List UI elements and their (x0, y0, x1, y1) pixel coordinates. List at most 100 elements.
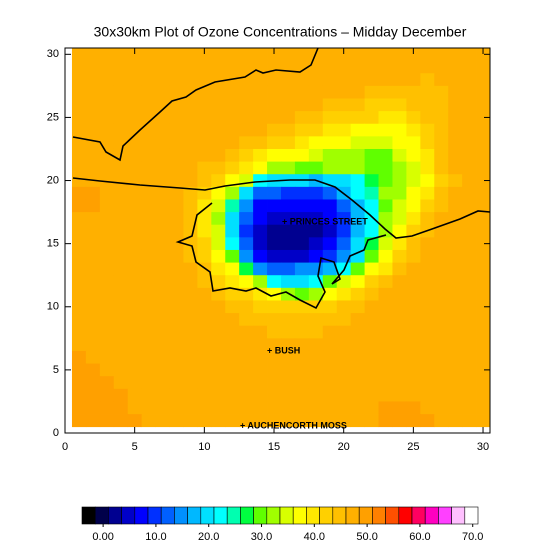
heat-cell (211, 136, 226, 150)
heat-cell (462, 237, 477, 251)
heat-cell (239, 123, 254, 137)
heat-cell (336, 123, 352, 137)
heat-cell (434, 111, 449, 125)
heat-cell (280, 237, 296, 251)
heat-cell (476, 161, 491, 175)
heat-cell (99, 237, 115, 251)
heat-cell (155, 376, 170, 390)
heat-cell (420, 111, 435, 125)
heat-cell (183, 325, 198, 339)
heat-cell (99, 161, 115, 175)
heat-cell (99, 350, 115, 364)
heat-cell (392, 262, 407, 276)
colorbar-tick-label: 60.0 (409, 531, 430, 543)
colorbar-swatch (398, 506, 413, 525)
heat-cell (99, 186, 115, 200)
heat-cell (71, 388, 87, 402)
heat-cell (113, 287, 129, 301)
heat-cell (448, 48, 463, 62)
heat-cell (364, 325, 379, 339)
y-tick-label: 20 (47, 174, 59, 186)
heat-cell (392, 287, 407, 301)
heat-cell (71, 148, 87, 163)
heat-cell (350, 60, 365, 74)
heat-cell (183, 174, 198, 188)
heat-cell (253, 199, 268, 213)
heat-cell (322, 350, 338, 364)
heat-cell (322, 262, 338, 276)
heat-cell (211, 376, 226, 390)
heat-cell (392, 325, 407, 339)
heat-cell (308, 85, 324, 99)
heat-cell (225, 148, 240, 163)
heat-cell (448, 237, 463, 251)
heat-cell (294, 287, 310, 301)
heat-cell (406, 161, 421, 175)
heat-cell (169, 161, 184, 175)
heat-cell (322, 275, 338, 289)
heat-cell (267, 111, 282, 125)
heat-cell (392, 376, 407, 390)
heat-cell (85, 363, 101, 377)
heat-cell (406, 174, 421, 188)
heat-cell (350, 85, 365, 99)
heat-cell (197, 148, 212, 163)
heat-cell (225, 287, 240, 301)
heat-cell (308, 123, 324, 137)
heat-cell (99, 275, 115, 289)
heat-cell (336, 338, 352, 352)
heat-cell (462, 161, 477, 175)
heat-cell (141, 161, 156, 175)
heat-cell (294, 350, 310, 364)
heat-cell (85, 401, 101, 415)
heat-cell (294, 262, 310, 276)
colorbar-swatch (160, 506, 175, 525)
heat-cell (420, 186, 435, 200)
heat-cell (85, 161, 101, 175)
heat-cell (350, 148, 365, 163)
heat-cell (280, 350, 296, 364)
heat-cell (462, 338, 477, 352)
heat-cell (267, 224, 282, 238)
heat-cell (476, 60, 491, 74)
heat-cell (462, 325, 477, 339)
heat-cell (364, 199, 379, 213)
heat-cell (71, 376, 87, 390)
heat-cell (183, 376, 198, 390)
heat-cell (322, 98, 338, 112)
heat-cell (99, 73, 115, 87)
annotation: + AUCHENCORTH MOSS (240, 420, 347, 430)
heat-cell (462, 186, 477, 200)
heat-cell (127, 48, 143, 62)
heat-cell (239, 186, 254, 200)
heat-cell (434, 249, 449, 263)
heat-cell (183, 60, 198, 74)
colorbar-swatch (226, 506, 241, 525)
heat-cell (71, 401, 87, 415)
heat-cell (476, 98, 491, 112)
heat-cell (322, 199, 338, 213)
heat-cell (434, 148, 449, 163)
heat-cell (155, 262, 170, 276)
heat-cell (420, 300, 435, 314)
heat-cell (169, 174, 184, 188)
heat-cell (280, 186, 296, 200)
heat-cell (267, 262, 282, 276)
heat-cell (280, 148, 296, 163)
heat-cell (239, 262, 254, 276)
heat-cell (127, 237, 143, 251)
heat-cell (434, 224, 449, 238)
heat-cell (183, 414, 198, 428)
heat-cell (169, 212, 184, 226)
heat-cell (280, 161, 296, 175)
heat-cell (392, 98, 407, 112)
heat-cell (350, 401, 365, 415)
heat-cell (197, 98, 212, 112)
heat-cell (420, 388, 435, 402)
heat-cell (183, 287, 198, 301)
heat-cell (169, 313, 184, 327)
heat-cell (392, 338, 407, 352)
heat-cell (253, 249, 268, 263)
heat-cell (155, 48, 170, 62)
heat-cell (85, 136, 101, 150)
